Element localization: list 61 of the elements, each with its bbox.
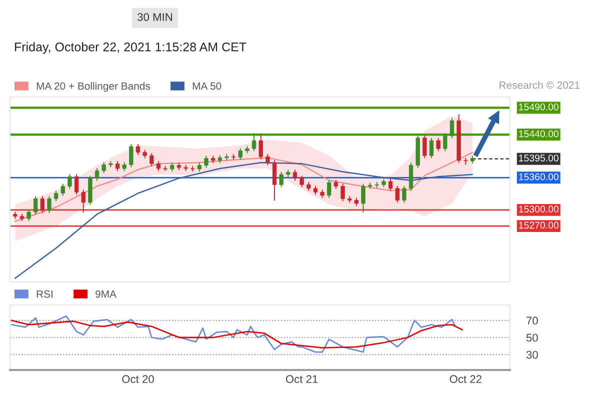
legend-label: RSI xyxy=(36,290,52,298)
candlestick xyxy=(340,184,345,202)
candlestick xyxy=(443,133,448,152)
ref-line-label: 15395.00 xyxy=(519,154,559,162)
candlestick xyxy=(422,135,427,158)
candlestick xyxy=(26,209,31,222)
y-tick-label: 70 xyxy=(526,316,538,325)
candlestick xyxy=(450,118,454,138)
candlestick xyxy=(402,186,406,203)
candlestick xyxy=(272,160,277,201)
candlestick xyxy=(429,138,434,158)
candlestick xyxy=(34,196,38,215)
candlestick xyxy=(292,170,298,181)
candlestick xyxy=(300,176,304,188)
line-series xyxy=(11,315,456,353)
candlestick xyxy=(361,184,366,213)
ref-line-label: 15490.00 xyxy=(519,103,559,110)
x-tick-label: Oct 21 xyxy=(286,375,318,384)
legend-label: 9MA xyxy=(96,290,116,298)
candlestick xyxy=(102,162,106,174)
legend-label: MA 20 + Bollinger Bands xyxy=(36,82,150,92)
candlestick xyxy=(68,174,72,189)
candlestick xyxy=(258,134,263,160)
candlestick xyxy=(115,161,120,172)
candlestick xyxy=(81,190,86,213)
ref-line-label: 15270.00 xyxy=(519,222,559,229)
text: Research © 2021 xyxy=(500,81,580,89)
ref-line-label: 15440.00 xyxy=(519,130,559,138)
candlestick xyxy=(54,190,58,202)
candlestick xyxy=(231,154,236,160)
candlestick xyxy=(368,182,372,189)
candlestick xyxy=(94,168,100,181)
candlestick xyxy=(60,184,65,196)
chart-subtitle: Friday, October 22, 2021 1:15:28 AM CET xyxy=(15,42,246,54)
candlestick xyxy=(374,182,379,188)
candlestick xyxy=(408,162,414,192)
candlestick xyxy=(40,196,45,214)
candlestick xyxy=(388,178,393,192)
candlestick xyxy=(136,144,140,156)
candlestick xyxy=(150,152,154,166)
candlestick xyxy=(47,196,52,214)
ref-line-label: 15360.00 xyxy=(519,173,559,180)
ref-line-label: 15300.00 xyxy=(519,206,559,213)
candlestick xyxy=(279,172,284,188)
candlestick xyxy=(436,138,440,152)
candlestick xyxy=(204,156,208,168)
x-tick-label: Oct 22 xyxy=(450,375,482,384)
y-tick-label: 50 xyxy=(526,334,538,342)
line-series xyxy=(11,320,463,348)
candlestick xyxy=(238,148,242,160)
candlestick xyxy=(252,133,256,152)
legend-label: MA 50 xyxy=(192,82,222,90)
candlestick xyxy=(327,180,332,198)
candlestick xyxy=(266,154,270,166)
candlestick xyxy=(129,144,134,168)
candlestick xyxy=(156,161,161,172)
x-tick-label: Oct 20 xyxy=(122,375,154,384)
text: 30 MIN xyxy=(138,13,172,21)
candlestick xyxy=(395,186,400,203)
y-tick-label: 30 xyxy=(526,350,538,359)
candlestick xyxy=(74,174,79,195)
